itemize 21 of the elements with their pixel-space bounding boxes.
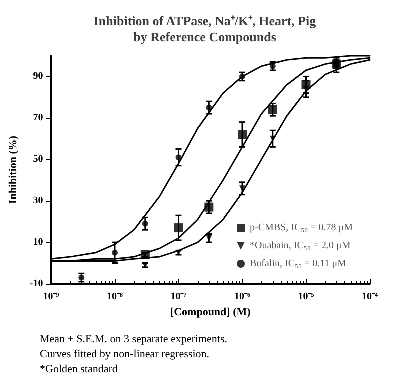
y-axis-title: Inhibition (%): [8, 136, 20, 204]
legend-label: *Ouabain, IC₅₀ = 2.0 μM: [250, 240, 351, 252]
x-tick-label: 10⁻⁹: [43, 292, 60, 302]
legend-label: p-CMBS, IC₅₀ = 0.78 μM: [250, 222, 354, 234]
y-tick-label: 10: [33, 237, 44, 248]
y-tick-label: 30: [33, 196, 44, 207]
text: Mean ± S.E.M. on 3 separate experiments.: [40, 334, 228, 346]
x-tick-label: 10⁻⁸: [106, 292, 123, 302]
x-tick-label: 10⁻⁷: [170, 292, 187, 302]
y-tick-label: 90: [33, 71, 44, 82]
text: Curves fitted by non-linear regression.: [40, 348, 210, 360]
x-tick-label: 10⁻⁴: [362, 292, 378, 302]
x-tick-label: 10⁻⁵: [298, 292, 314, 302]
y-tick-label: 70: [33, 112, 44, 124]
y-tick-label: 50: [33, 154, 44, 166]
y-tick-label: -10: [30, 278, 44, 290]
x-tick-label: 10⁻⁶: [234, 292, 250, 302]
x-axis-title: [Compound] (M): [170, 306, 252, 318]
chart-title: Inhibition of ATPase, Na⁺/K⁺, Heart, Pig by Reference Compounds: [94, 14, 317, 44]
text: *Golden standard: [40, 364, 118, 376]
legend-label: Bufalin, IC₅₀ = 0.11 μM: [250, 258, 347, 270]
